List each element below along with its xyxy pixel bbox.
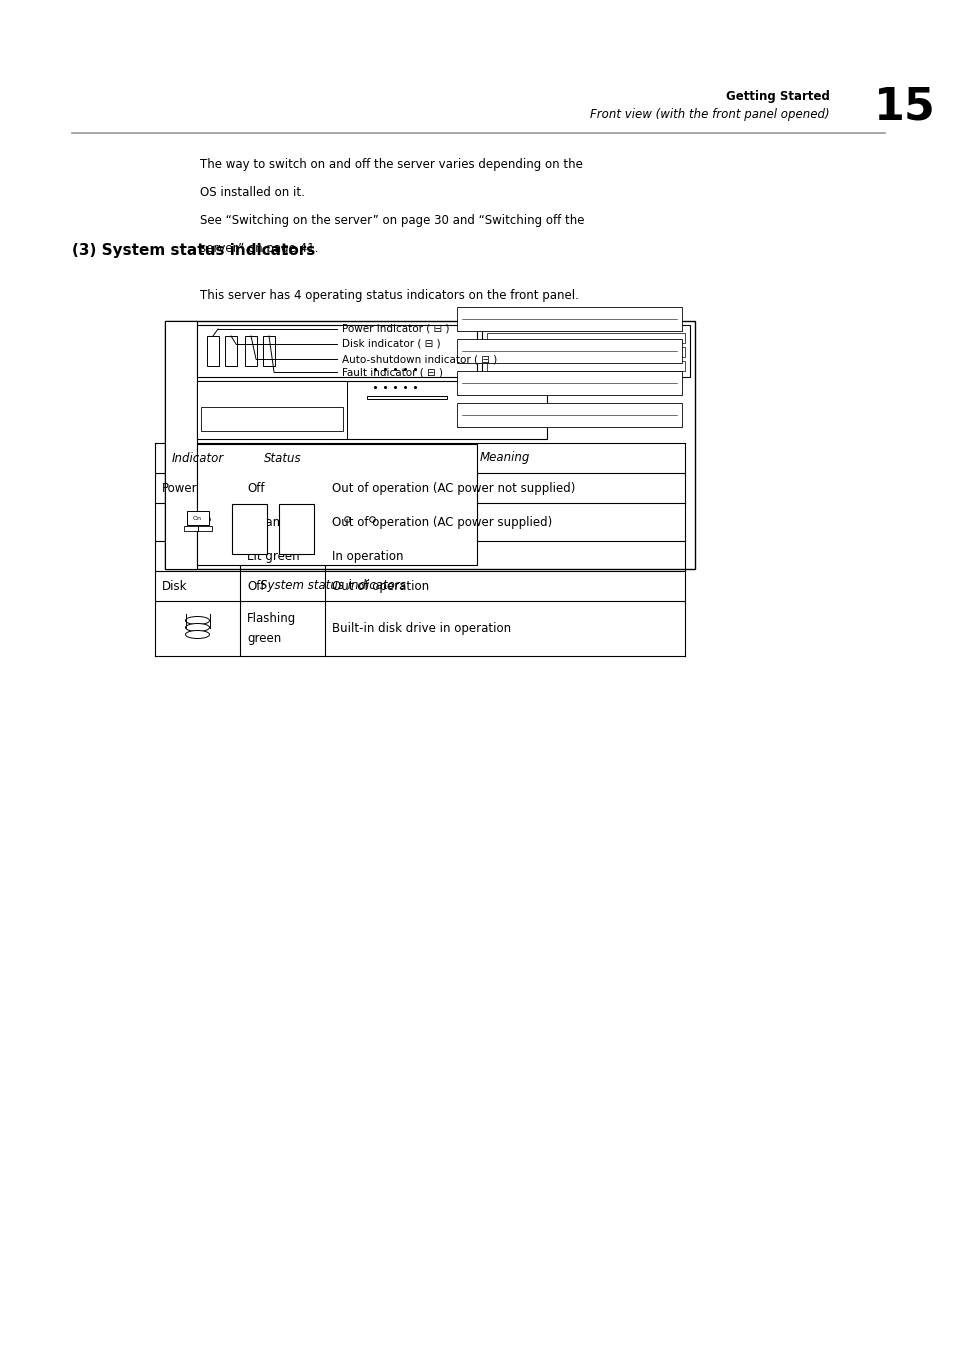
Bar [456, 339, 681, 363]
Text: On: On [193, 516, 202, 520]
Text: The way to switch on and off the server varies depending on the: The way to switch on and off the server … [200, 158, 582, 172]
Text: Power: Power [162, 481, 197, 494]
Text: See “Switching on the server” on page 30 and “Switching off the: See “Switching on the server” on page 30… [200, 213, 584, 227]
Text: Disk: Disk [162, 580, 188, 593]
Text: System status indicators: System status indicators [260, 580, 405, 592]
Bar [232, 504, 267, 554]
Ellipse shape [185, 616, 210, 624]
Bar [201, 407, 343, 431]
Bar [456, 403, 681, 427]
Bar [196, 444, 476, 565]
Text: OS installed on it.: OS installed on it. [200, 186, 305, 199]
Bar [486, 361, 684, 372]
Bar [456, 372, 681, 394]
Text: In operation: In operation [332, 550, 403, 562]
Text: Status: Status [263, 451, 301, 465]
Bar [263, 336, 274, 366]
Text: Flashing: Flashing [247, 612, 296, 626]
Bar [207, 336, 219, 366]
Text: Fault indicator ( ⊟ ): Fault indicator ( ⊟ ) [341, 367, 442, 377]
Text: Disk indicator ( ⊟ ): Disk indicator ( ⊟ ) [341, 339, 440, 349]
Bar [183, 526, 212, 531]
Text: 15: 15 [873, 86, 935, 128]
Text: (3) System status indicators: (3) System status indicators [71, 243, 314, 258]
Text: Built-in disk drive in operation: Built-in disk drive in operation [332, 621, 511, 635]
Bar [196, 381, 347, 439]
Bar [196, 381, 546, 439]
Text: Out of operation (AC power not supplied): Out of operation (AC power not supplied) [332, 481, 575, 494]
Bar [456, 307, 681, 331]
Bar [186, 511, 209, 526]
Text: Off: Off [247, 481, 264, 494]
Text: Meaning: Meaning [479, 451, 530, 465]
Text: Front view (with the front panel opened): Front view (with the front panel opened) [590, 108, 829, 122]
Text: This server has 4 operating status indicators on the front panel.: This server has 4 operating status indic… [200, 289, 578, 303]
Text: Power indicator ( ⊟ ): Power indicator ( ⊟ ) [341, 324, 449, 334]
Bar [245, 336, 256, 366]
Bar [225, 336, 236, 366]
Text: Lit green: Lit green [247, 550, 299, 562]
Bar [486, 332, 684, 343]
Bar [165, 322, 196, 569]
Text: Getting Started: Getting Started [725, 91, 829, 103]
Ellipse shape [185, 631, 210, 639]
Text: Out of operation: Out of operation [332, 580, 429, 593]
Ellipse shape [185, 624, 210, 631]
Bar [278, 504, 314, 554]
Text: Auto-shutdown indicator ( ⊟ ): Auto-shutdown indicator ( ⊟ ) [341, 354, 497, 363]
Bar [481, 326, 689, 377]
Bar [486, 347, 684, 357]
Text: green: green [247, 632, 281, 644]
Bar [367, 396, 447, 399]
Bar [196, 326, 476, 377]
Text: Off: Off [247, 580, 264, 593]
Text: Indicator: Indicator [172, 451, 223, 465]
Text: server” on page 41.: server” on page 41. [200, 242, 318, 255]
Bar [165, 322, 695, 569]
Text: Lit amber: Lit amber [247, 516, 304, 528]
Text: Out of operation (AC power supplied): Out of operation (AC power supplied) [332, 516, 552, 528]
